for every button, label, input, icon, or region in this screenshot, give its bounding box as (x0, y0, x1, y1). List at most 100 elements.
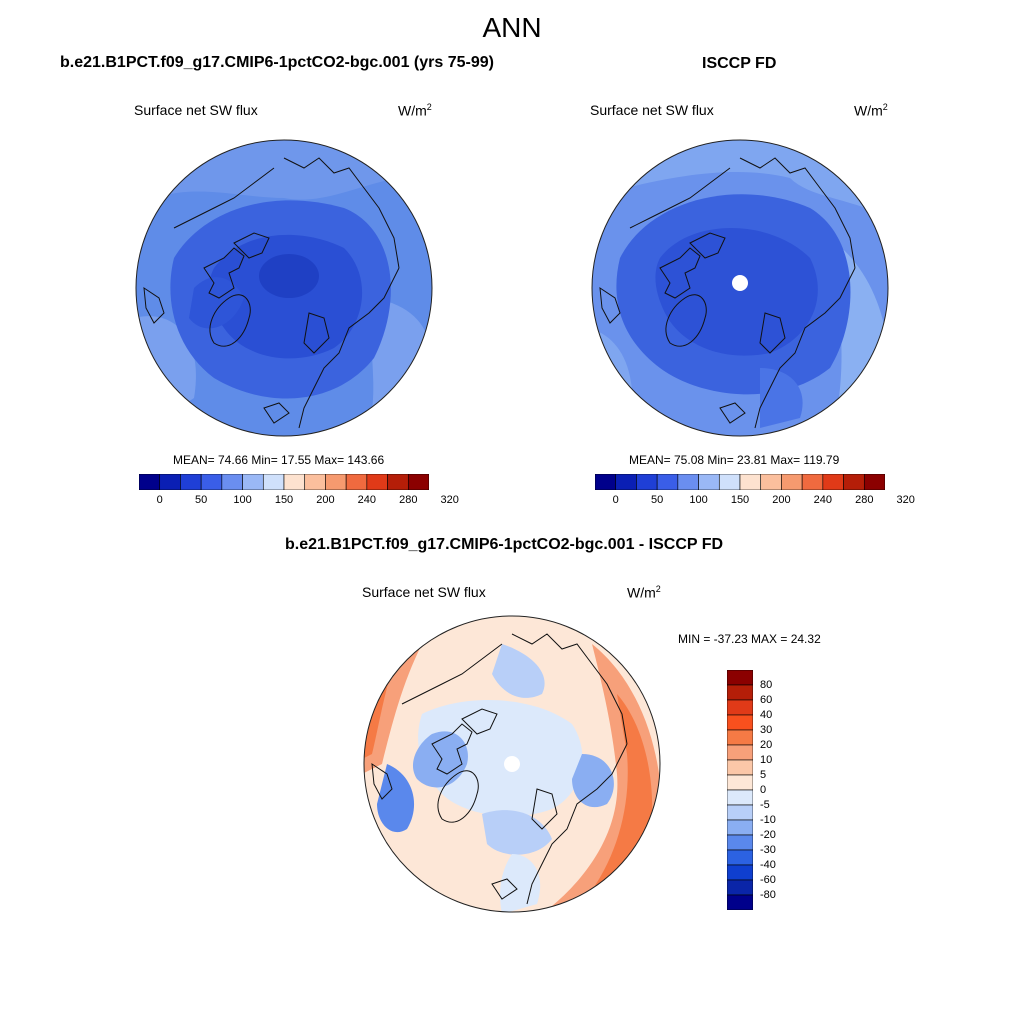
panel3-colorbar-box (727, 879, 753, 896)
panel2-colorbar-box (595, 474, 617, 490)
panel3-colorbar-box (727, 789, 753, 806)
panel3-colorbar-tick-label: -20 (760, 829, 776, 841)
panel2-colorbar-ticks: 0 50 100 150 200 240 280 320 (595, 494, 915, 510)
panel2-colorbar-tick-label: 50 (651, 494, 664, 506)
panel3-colorbar-tick-label: 60 (760, 694, 773, 706)
panel1-variable-label: Surface net SW flux (134, 102, 258, 118)
panel3-colorbar-tick-label: -5 (760, 799, 770, 811)
panel1-colorbar-box (200, 474, 223, 490)
panel3-colorbar-tick-label: -30 (760, 844, 776, 856)
panel1-colorbar-box (304, 474, 326, 490)
panel3-colorbar-box (727, 684, 753, 701)
panel3-colorbar-tick-label: 30 (760, 724, 773, 736)
panel3-colorbar-box (727, 729, 753, 746)
panel1-title: b.e21.B1PCT.f09_g17.CMIP6-1pctCO2-bgc.00… (60, 54, 494, 71)
panel2-colorbar (595, 474, 885, 490)
panel3-colorbar-tick-label: 40 (760, 709, 773, 721)
panel3-colorbar-box (727, 759, 753, 776)
panel2-colorbar-box (677, 474, 699, 490)
panel3-colorbar-tick-label: -10 (760, 814, 776, 826)
panel2-colorbar-box (615, 474, 637, 490)
panel1-stats: MEAN= 74.66 Min= 17.55 Max= 143.66 (173, 453, 385, 467)
panel1-coastlines (143, 157, 400, 429)
panel1-colorbar-tick-label: 320 (440, 494, 459, 506)
panel1-colorbar-tick-label: 280 (399, 494, 418, 506)
panel2-colorbar-box (760, 474, 782, 490)
panel3-colorbar-tick-label: 10 (760, 754, 773, 766)
panel1-colorbar-tick-label: 200 (316, 494, 335, 506)
panel2-variable-label: Surface net SW flux (590, 102, 714, 118)
panel2-colorbar-tick-label: 100 (689, 494, 708, 506)
panel2-colorbar-tick-label: 0 (612, 494, 619, 506)
panel2-colorbar-box (801, 474, 824, 490)
panel3-colorbar-tick-label: 80 (760, 679, 773, 691)
panel2-colorbar-box (718, 474, 741, 490)
panel3-colorbar-box (727, 804, 753, 821)
panel1-colorbar-tick-label: 0 (156, 494, 163, 506)
panel1-colorbar-box (221, 474, 243, 490)
panel2-colorbar-box (698, 474, 720, 490)
panel1-colorbar-ticks: 0 50 100 150 200 240 280 320 (139, 494, 459, 510)
panel1-colorbar-box (262, 474, 285, 490)
panel3-colorbar-tick-label: -80 (760, 889, 776, 901)
panel3-variable-label: Surface net SW flux (362, 584, 486, 600)
panel1-colorbar-box (180, 474, 202, 490)
panel2-colorbar-tick-label: 280 (855, 494, 874, 506)
panel1-colorbar-box (387, 474, 409, 490)
panel2-stats: MEAN= 75.08 Min= 23.81 Max= 119.79 (629, 453, 840, 467)
panel3-colorbar-box (727, 894, 753, 910)
panel3-coastlines (371, 633, 628, 905)
panel3-polar-map (363, 615, 661, 913)
panel2-title: ISCCP FD (702, 55, 777, 72)
panel2-colorbar-tick-label: 150 (730, 494, 750, 506)
panel3-colorbar-box (727, 834, 753, 851)
panel1-colorbar-box (325, 474, 347, 490)
panel3-title: b.e21.B1PCT.f09_g17.CMIP6-1pctCO2-bgc.00… (285, 536, 724, 553)
panel3-colorbar-box (727, 744, 753, 761)
panel3-colorbar (727, 670, 753, 910)
panel2-coastlines (599, 157, 856, 429)
panel2-colorbar-box (843, 474, 865, 490)
panel1-colorbar-box (283, 474, 306, 490)
panel1-colorbar-box (242, 474, 264, 490)
panel2-colorbar-box (656, 474, 679, 490)
panel3-colorbar-box (727, 714, 753, 731)
panel1-colorbar-tick-label: 50 (195, 494, 208, 506)
panel1-colorbar-box (139, 474, 161, 490)
panel2-colorbar-box (863, 474, 885, 490)
panel3-colorbar-box (727, 699, 753, 716)
panel1-colorbar-tick-label: 240 (357, 494, 377, 506)
panel1-units-label: W/m2 (398, 102, 432, 119)
panel1-colorbar (139, 474, 429, 490)
panel3-colorbar-box (727, 774, 753, 791)
panel1-colorbar-box (407, 474, 429, 490)
panel3-colorbar-tick-label: -60 (760, 874, 776, 886)
panel3-colorbar-tick-label: 5 (760, 769, 767, 781)
panel2-colorbar-box (636, 474, 658, 490)
panel2-colorbar-tick-label: 240 (813, 494, 833, 506)
panel2-colorbar-box (822, 474, 844, 490)
panel2-polar-map (591, 139, 889, 437)
panel3-colorbar-box (727, 670, 753, 686)
panel3-colorbar-ticks: 80 60 40 30 20 10 5 0 -5 -10 -20 -30 -40 -60 -80 (760, 670, 800, 910)
panel3-colorbar-tick-label: -40 (760, 859, 776, 871)
panel1-colorbar-tick-label: 150 (274, 494, 294, 506)
panel1-colorbar-box (345, 474, 368, 490)
panel3-colorbar-box (727, 819, 753, 836)
panel3-units-label: W/m2 (627, 584, 661, 601)
panel2-colorbar-tick-label: 320 (896, 494, 915, 506)
figure-title: ANN (482, 12, 542, 43)
panel1-polar-map (135, 139, 433, 437)
panel2-colorbar-box (781, 474, 803, 490)
panel3-colorbar-tick-label: 20 (760, 739, 773, 751)
panel2-units-label: W/m2 (854, 102, 888, 119)
panel1-colorbar-box (159, 474, 181, 490)
panel3-colorbar-box (727, 849, 753, 866)
panel3-colorbar-tick-label: 0 (760, 784, 767, 796)
panel1-colorbar-box (366, 474, 388, 490)
panel2-colorbar-box (739, 474, 762, 490)
panel3-colorbar-box (727, 864, 753, 881)
panel3-stats: MIN = -37.23 MAX = 24.32 (678, 632, 821, 646)
panel2-colorbar-tick-label: 200 (772, 494, 791, 506)
panel1-colorbar-tick-label: 100 (233, 494, 252, 506)
